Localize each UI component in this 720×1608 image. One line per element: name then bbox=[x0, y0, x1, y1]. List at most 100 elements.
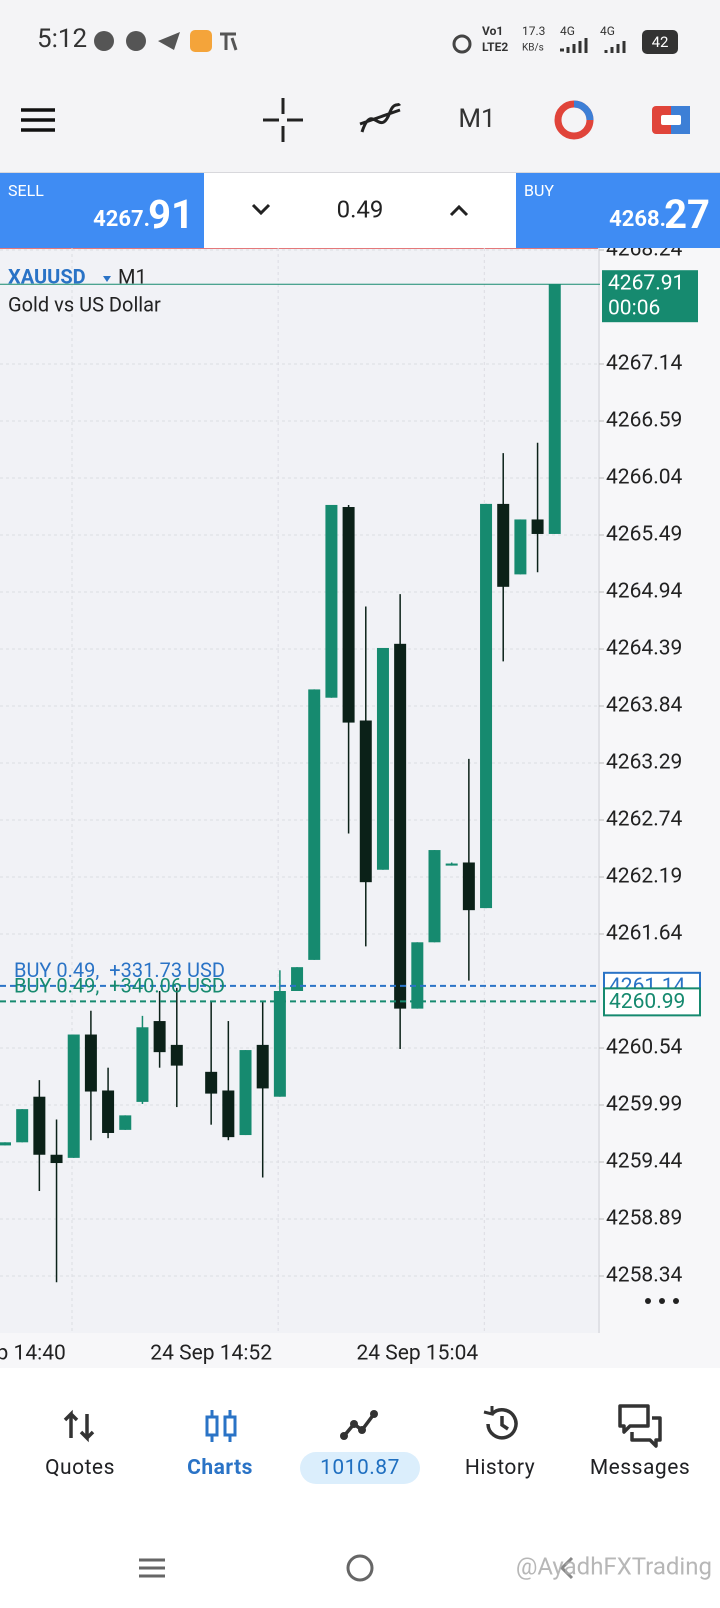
system-nav: @AyadhFXTrading bbox=[0, 1518, 720, 1608]
y-tick-label: 4267.14 bbox=[606, 352, 683, 376]
recents-button[interactable] bbox=[139, 1558, 165, 1578]
sell-price: 4267. bbox=[93, 207, 150, 232]
nav-quotes[interactable]: Quotes bbox=[10, 1368, 150, 1518]
trade-button[interactable] bbox=[652, 106, 690, 134]
candle-body bbox=[342, 507, 355, 723]
candle-body bbox=[428, 850, 441, 943]
nav-label: History bbox=[464, 1456, 536, 1480]
buy-price-pips: 27 bbox=[664, 191, 710, 238]
notification-icons bbox=[94, 30, 238, 52]
system-nav-buttons: @AyadhFXTrading bbox=[139, 1552, 712, 1582]
nav-label: Quotes bbox=[45, 1456, 115, 1480]
candle-body bbox=[102, 1090, 115, 1133]
y-tick-label: 4265.49 bbox=[606, 523, 682, 547]
volume-up[interactable] bbox=[449, 204, 469, 217]
candle-body bbox=[170, 1044, 183, 1066]
history-icon bbox=[483, 1406, 518, 1440]
bar-timer: 00:06 bbox=[608, 297, 660, 321]
candle-body bbox=[136, 1027, 149, 1102]
net-speed-unit: KB/s bbox=[522, 43, 544, 54]
sell-button[interactable]: SELL 4267. 91 bbox=[0, 173, 204, 248]
candle-body bbox=[256, 1044, 269, 1089]
candle-body bbox=[308, 689, 321, 960]
y-tick-label: 4262.74 bbox=[606, 808, 683, 832]
candle-body bbox=[497, 503, 510, 587]
x-tick-label: 24 Sep 14:40 bbox=[0, 1342, 66, 1366]
candle-body bbox=[445, 863, 458, 866]
price-label: 4267.91 bbox=[608, 272, 684, 296]
candle-body bbox=[205, 1071, 218, 1094]
candle-body bbox=[531, 519, 544, 534]
x-tick-label: 24 Sep 14:52 bbox=[150, 1342, 272, 1366]
y-tick-label: 4266.04 bbox=[606, 466, 683, 490]
y-tick-label: 4259.44 bbox=[606, 1150, 683, 1174]
balance: 1010.87 bbox=[300, 1452, 420, 1484]
position-label: BUY 0.49, +340.06 USD bbox=[14, 974, 225, 998]
volume-control: 0.49 bbox=[251, 195, 469, 223]
y-tick-label: 4258.89 bbox=[606, 1207, 682, 1231]
volte: LTE2 bbox=[482, 40, 508, 54]
more-button[interactable] bbox=[645, 1298, 679, 1304]
axis-background bbox=[600, 248, 720, 1368]
nav-trade[interactable]: 1010.87 bbox=[290, 1368, 430, 1518]
candle-body bbox=[359, 720, 372, 883]
menu-button[interactable] bbox=[21, 108, 55, 132]
volume[interactable]: 0.49 bbox=[337, 195, 384, 223]
network: 4G bbox=[600, 24, 615, 38]
buy-label: BUY bbox=[524, 181, 554, 200]
nav-label: Charts bbox=[187, 1456, 253, 1480]
symbol-dropdown[interactable] bbox=[103, 276, 111, 282]
candle-body bbox=[514, 519, 527, 575]
chart: 4268.24 4267.14 4266.59 4266.04 4265.49 4264.… bbox=[0, 248, 720, 1368]
trade-icon bbox=[340, 1410, 378, 1440]
back-button[interactable] bbox=[559, 1556, 574, 1580]
nav-history[interactable]: History bbox=[430, 1368, 570, 1518]
messages-icon bbox=[618, 1404, 662, 1448]
y-tick-label: 4262.19 bbox=[606, 865, 682, 889]
watermark: @AyadhFXTrading bbox=[516, 1552, 712, 1580]
nav-label: Messages bbox=[589, 1456, 691, 1480]
volume-down[interactable] bbox=[251, 203, 271, 216]
trade-bar: SELL 4267. 91 0.49 BUY 4268. 27 bbox=[0, 173, 720, 248]
quotes-icon bbox=[63, 1409, 95, 1443]
chart-type-button[interactable] bbox=[554, 100, 594, 140]
net-speed: 17.3 bbox=[522, 24, 545, 38]
candle-body bbox=[50, 1154, 63, 1164]
nav-charts[interactable]: Charts bbox=[150, 1368, 290, 1518]
crosshair-button[interactable] bbox=[263, 98, 303, 142]
status-bar: 5:12 Vo1 LTE2 17.3 KB/s 4G 4G 42 bbox=[0, 0, 720, 80]
charts-icon bbox=[205, 1410, 237, 1442]
candle-body bbox=[33, 1096, 46, 1155]
candle-body bbox=[325, 504, 338, 698]
price-box bbox=[602, 270, 698, 323]
nav-messages[interactable]: Messages bbox=[570, 1368, 710, 1518]
y-tick-label: 4263.84 bbox=[606, 694, 683, 718]
candle-body bbox=[376, 647, 389, 870]
plot-background bbox=[0, 248, 600, 1333]
sell-price-pips: 91 bbox=[148, 191, 194, 238]
buy-price: 4268. bbox=[609, 207, 666, 232]
clock: 5:12 bbox=[37, 24, 88, 54]
candle-body bbox=[548, 284, 561, 534]
buy-button[interactable]: BUY 4268. 27 bbox=[516, 173, 720, 248]
home-button[interactable] bbox=[346, 1554, 374, 1582]
toolbar-icons: M1 bbox=[21, 98, 690, 142]
y-tick-label: 4260.54 bbox=[606, 1036, 683, 1060]
volte: Vo1 bbox=[482, 24, 503, 38]
y-tick-label: 4264.39 bbox=[606, 637, 682, 661]
toolbar: M1 bbox=[0, 80, 720, 173]
battery: 42 bbox=[652, 33, 669, 51]
chart-timeframe: M1 bbox=[118, 264, 147, 288]
candle-body bbox=[16, 1109, 29, 1143]
timeframe-button[interactable]: M1 bbox=[458, 104, 495, 134]
candle-body bbox=[273, 991, 286, 1097]
axis-background bbox=[0, 1333, 600, 1368]
indicators-button[interactable] bbox=[359, 102, 402, 133]
candle-body bbox=[222, 1090, 235, 1138]
x-tick-label: 24 Sep 15:04 bbox=[356, 1342, 478, 1366]
symbol-description: Gold vs US Dollar bbox=[8, 292, 161, 316]
symbol[interactable]: XAUUSD bbox=[8, 264, 86, 288]
position-price-box bbox=[603, 987, 701, 1017]
